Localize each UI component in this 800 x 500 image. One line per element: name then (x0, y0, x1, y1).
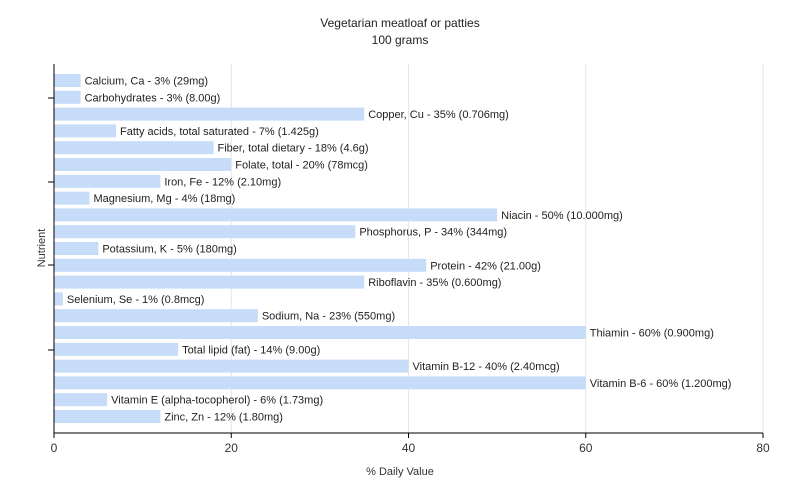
bar (54, 174, 161, 188)
bar (54, 158, 232, 171)
bar (54, 342, 179, 356)
bar (54, 275, 365, 289)
bar-label: Zinc, Zn - 12% (1.80mg) (164, 412, 283, 424)
bar-label: Potassium, K - 5% (180mg) (102, 244, 237, 256)
bar-label: Calcium, Ca - 3% (29mg) (85, 76, 208, 88)
bar (54, 208, 498, 222)
chart-subtitle: 100 grams (371, 33, 429, 47)
x-tick-label: 40 (402, 441, 416, 455)
bar (54, 90, 81, 104)
bar-label: Fatty acids, total saturated - 7% (1.425… (120, 126, 319, 138)
bar-label: Protein - 42% (21.00g) (430, 260, 541, 272)
x-axis-label: % Daily Value (366, 466, 434, 478)
bar (54, 191, 90, 205)
bar-label: Magnesium, Mg - 4% (18mg) (93, 193, 235, 205)
bar-label: Vitamin B-6 - 60% (1.200mg) (590, 378, 732, 390)
bar (54, 292, 63, 306)
bar (54, 393, 108, 407)
x-tick-label: 60 (579, 441, 593, 455)
bar-label: Sodium, Na - 23% (550mg) (262, 311, 395, 323)
bar-label: Riboflavin - 35% (0.600mg) (368, 277, 501, 289)
chart-title: Vegetarian meatloaf or patties (320, 16, 480, 30)
x-tick-label: 0 (51, 441, 58, 455)
bar-label: Vitamin B-12 - 40% (2.40mcg) (413, 361, 560, 373)
bar (54, 74, 81, 87)
bar-label: Selenium, Se - 1% (0.8mcg) (67, 294, 205, 306)
bar (54, 309, 258, 323)
bar-label: Niacin - 50% (10.000mg) (501, 210, 623, 222)
bar (54, 326, 586, 339)
bar-label: Phosphorus, P - 34% (344mg) (359, 227, 507, 239)
bar (54, 225, 356, 239)
bar-label: Folate, total - 20% (78mcg) (235, 160, 368, 172)
bar (54, 124, 117, 138)
bar-label: Thiamin - 60% (0.900mg) (590, 328, 714, 340)
bar-label: Total lipid (fat) - 14% (9.00g) (182, 344, 320, 356)
bar (54, 141, 214, 155)
x-tick-label: 20 (225, 441, 239, 455)
bar-label: Iron, Fe - 12% (2.10mg) (164, 176, 281, 188)
bar-label: Vitamin E (alpha-tocopherol) - 6% (1.73m… (111, 395, 323, 407)
bar-label: Carbohydrates - 3% (8.00g) (85, 92, 221, 104)
bar-label: Fiber, total dietary - 18% (4.6g) (218, 143, 369, 155)
bar (54, 359, 409, 373)
bar (54, 107, 365, 121)
bar (54, 376, 586, 390)
bar (54, 410, 161, 423)
bar-label: Copper, Cu - 35% (0.706mg) (368, 109, 509, 121)
x-tick-label: 80 (756, 441, 770, 455)
y-axis-label: Nutrient (36, 228, 48, 268)
bar (54, 258, 427, 272)
bar (54, 242, 99, 255)
